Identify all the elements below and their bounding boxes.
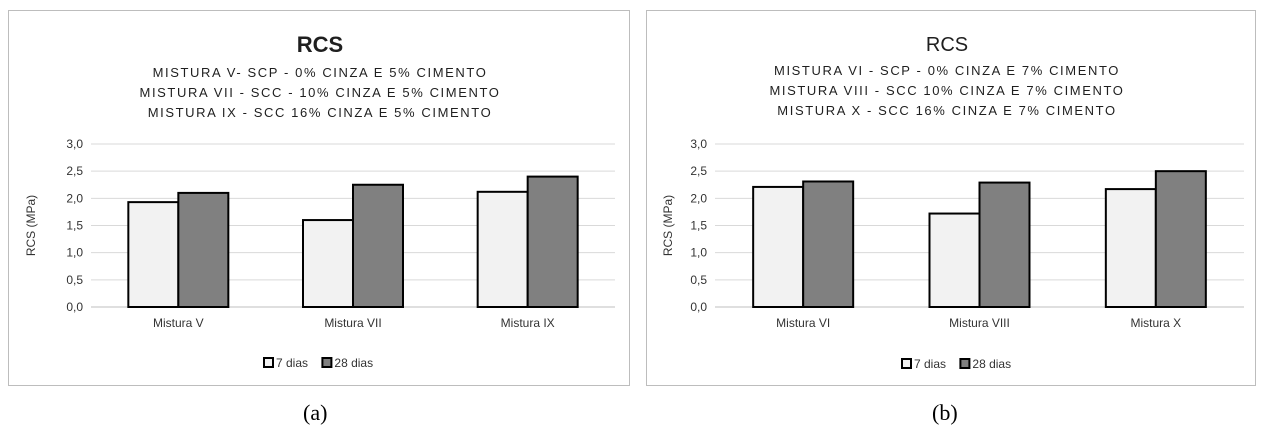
bar-7-dias-1 [928, 212, 981, 308]
y-tick-label: 1,5 [690, 219, 707, 233]
bar-chart-b: RCS MISTURA VI - SCP - 0% CINZA E 7% CIME… [661, 34, 1244, 371]
y-axis-label: RCS (MPa) [24, 195, 38, 256]
legend-label: 28 dias [972, 357, 1011, 371]
y-tick-label: 1,0 [690, 246, 707, 260]
caption-a: (a) [303, 400, 328, 425]
y-tick-label: 0,0 [66, 300, 83, 314]
y-tick-label: 1,5 [66, 219, 83, 233]
bar-28-dias-0 [177, 191, 230, 308]
y-tick-label: 2,5 [66, 164, 83, 178]
x-category-label: Mistura VI [776, 316, 830, 330]
y-tick-label: 1,0 [66, 246, 83, 260]
caption-b: (b) [932, 400, 958, 425]
legend-swatch [321, 357, 333, 368]
chart-subtitle-line: MISTURA X - SCC 16% CINZA E 7% CIMENTO [777, 103, 1116, 118]
x-category-label: Mistura VII [324, 316, 381, 330]
legend-swatch [263, 357, 274, 368]
bar-28-dias-1 [978, 181, 1031, 308]
bar-7-dias-2 [476, 190, 529, 309]
bar-7-dias-0 [127, 201, 180, 309]
bar-7-dias-0 [752, 185, 805, 309]
y-tick-label: 0,5 [66, 273, 83, 287]
x-category-label: Mistura IX [501, 316, 555, 330]
legend-swatch [901, 358, 912, 369]
chart-subtitle-line: MISTURA VIII - SCC 10% CINZA E 7% CIMENT… [769, 83, 1124, 98]
bar-28-dias-2 [1154, 170, 1207, 308]
x-category-label: Mistura VIII [949, 316, 1010, 330]
x-category-label: Mistura X [1130, 316, 1181, 330]
chart-title: RCS [297, 32, 343, 57]
bar-28-dias-1 [352, 183, 404, 308]
legend-label: 7 dias [276, 356, 308, 370]
chart-title: RCS [926, 34, 968, 56]
bar-28-dias-2 [526, 175, 579, 308]
bar-28-dias-0 [802, 180, 855, 309]
bar-7-dias-1 [302, 219, 354, 308]
chart-subtitle-line: MISTURA VI - SCP - 0% CINZA E 7% CIMENTO [774, 63, 1120, 78]
y-tick-label: 0,5 [690, 273, 707, 287]
x-category-label: Mistura V [153, 316, 204, 330]
y-tick-label: 3,0 [66, 137, 83, 151]
y-tick-label: 2,0 [690, 191, 707, 205]
legend-label: 28 dias [334, 356, 373, 370]
legend-label: 7 dias [914, 357, 946, 371]
y-tick-label: 2,5 [690, 164, 707, 178]
chart-panel-b: RCS MISTURA VI - SCP - 0% CINZA E 7% CIME… [646, 10, 1256, 386]
chart-subtitle-line: MISTURA V- SCP - 0% CINZA E 5% CIMENTO [153, 65, 488, 80]
y-tick-label: 0,0 [690, 300, 707, 314]
y-tick-label: 3,0 [690, 137, 707, 151]
legend-swatch [959, 358, 971, 369]
y-tick-label: 2,0 [66, 191, 83, 205]
chart-panel-a: RCS MISTURA V- SCP - 0% CINZA E 5% CIMENT… [8, 10, 630, 386]
chart-subtitle-line: MISTURA IX - SCC 16% CINZA E 5% CIMENTO [148, 105, 493, 120]
bar-7-dias-2 [1104, 188, 1157, 308]
bar-chart-a: RCS MISTURA V- SCP - 0% CINZA E 5% CIMENT… [24, 32, 615, 370]
y-axis-label: RCS (MPa) [661, 195, 675, 256]
chart-subtitle-line: MISTURA VII - SCC - 10% CINZA E 5% CIMEN… [140, 85, 501, 100]
